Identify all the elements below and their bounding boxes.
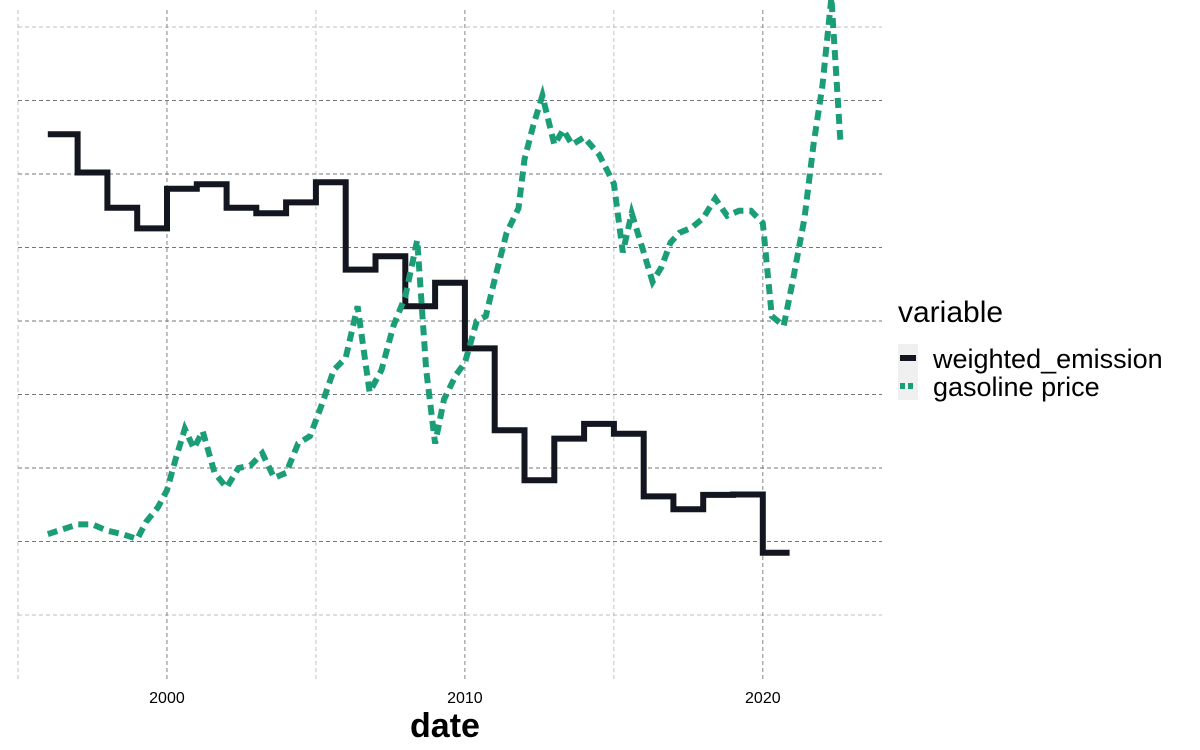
x-axis-ticks: 2000 2010 2020: [149, 690, 781, 707]
legend-label-weighted-emission: weighted_emission: [932, 344, 1163, 374]
legend-label-gasoline-price: gasoline price: [933, 372, 1100, 402]
legend: variable weighted_emission gasoline pric…: [898, 296, 1163, 402]
plot-series: [46, 0, 844, 556]
grid: [17, 10, 882, 680]
legend-title: variable: [898, 296, 1003, 329]
series-line-gasoline-price: [46, 0, 844, 543]
x-tick-label: 2010: [447, 690, 483, 707]
x-tick-label: 2020: [745, 690, 781, 707]
x-tick-label: 2000: [149, 690, 185, 707]
series-line-weighted-emission: [47, 131, 790, 556]
x-axis-title: date: [410, 707, 480, 745]
